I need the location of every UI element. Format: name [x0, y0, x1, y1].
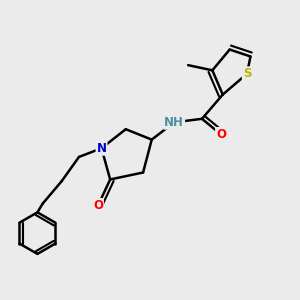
Text: O: O	[93, 199, 103, 212]
Text: NH: NH	[164, 116, 184, 129]
Text: O: O	[216, 128, 226, 141]
Text: N: N	[97, 142, 106, 155]
Text: S: S	[243, 67, 251, 80]
